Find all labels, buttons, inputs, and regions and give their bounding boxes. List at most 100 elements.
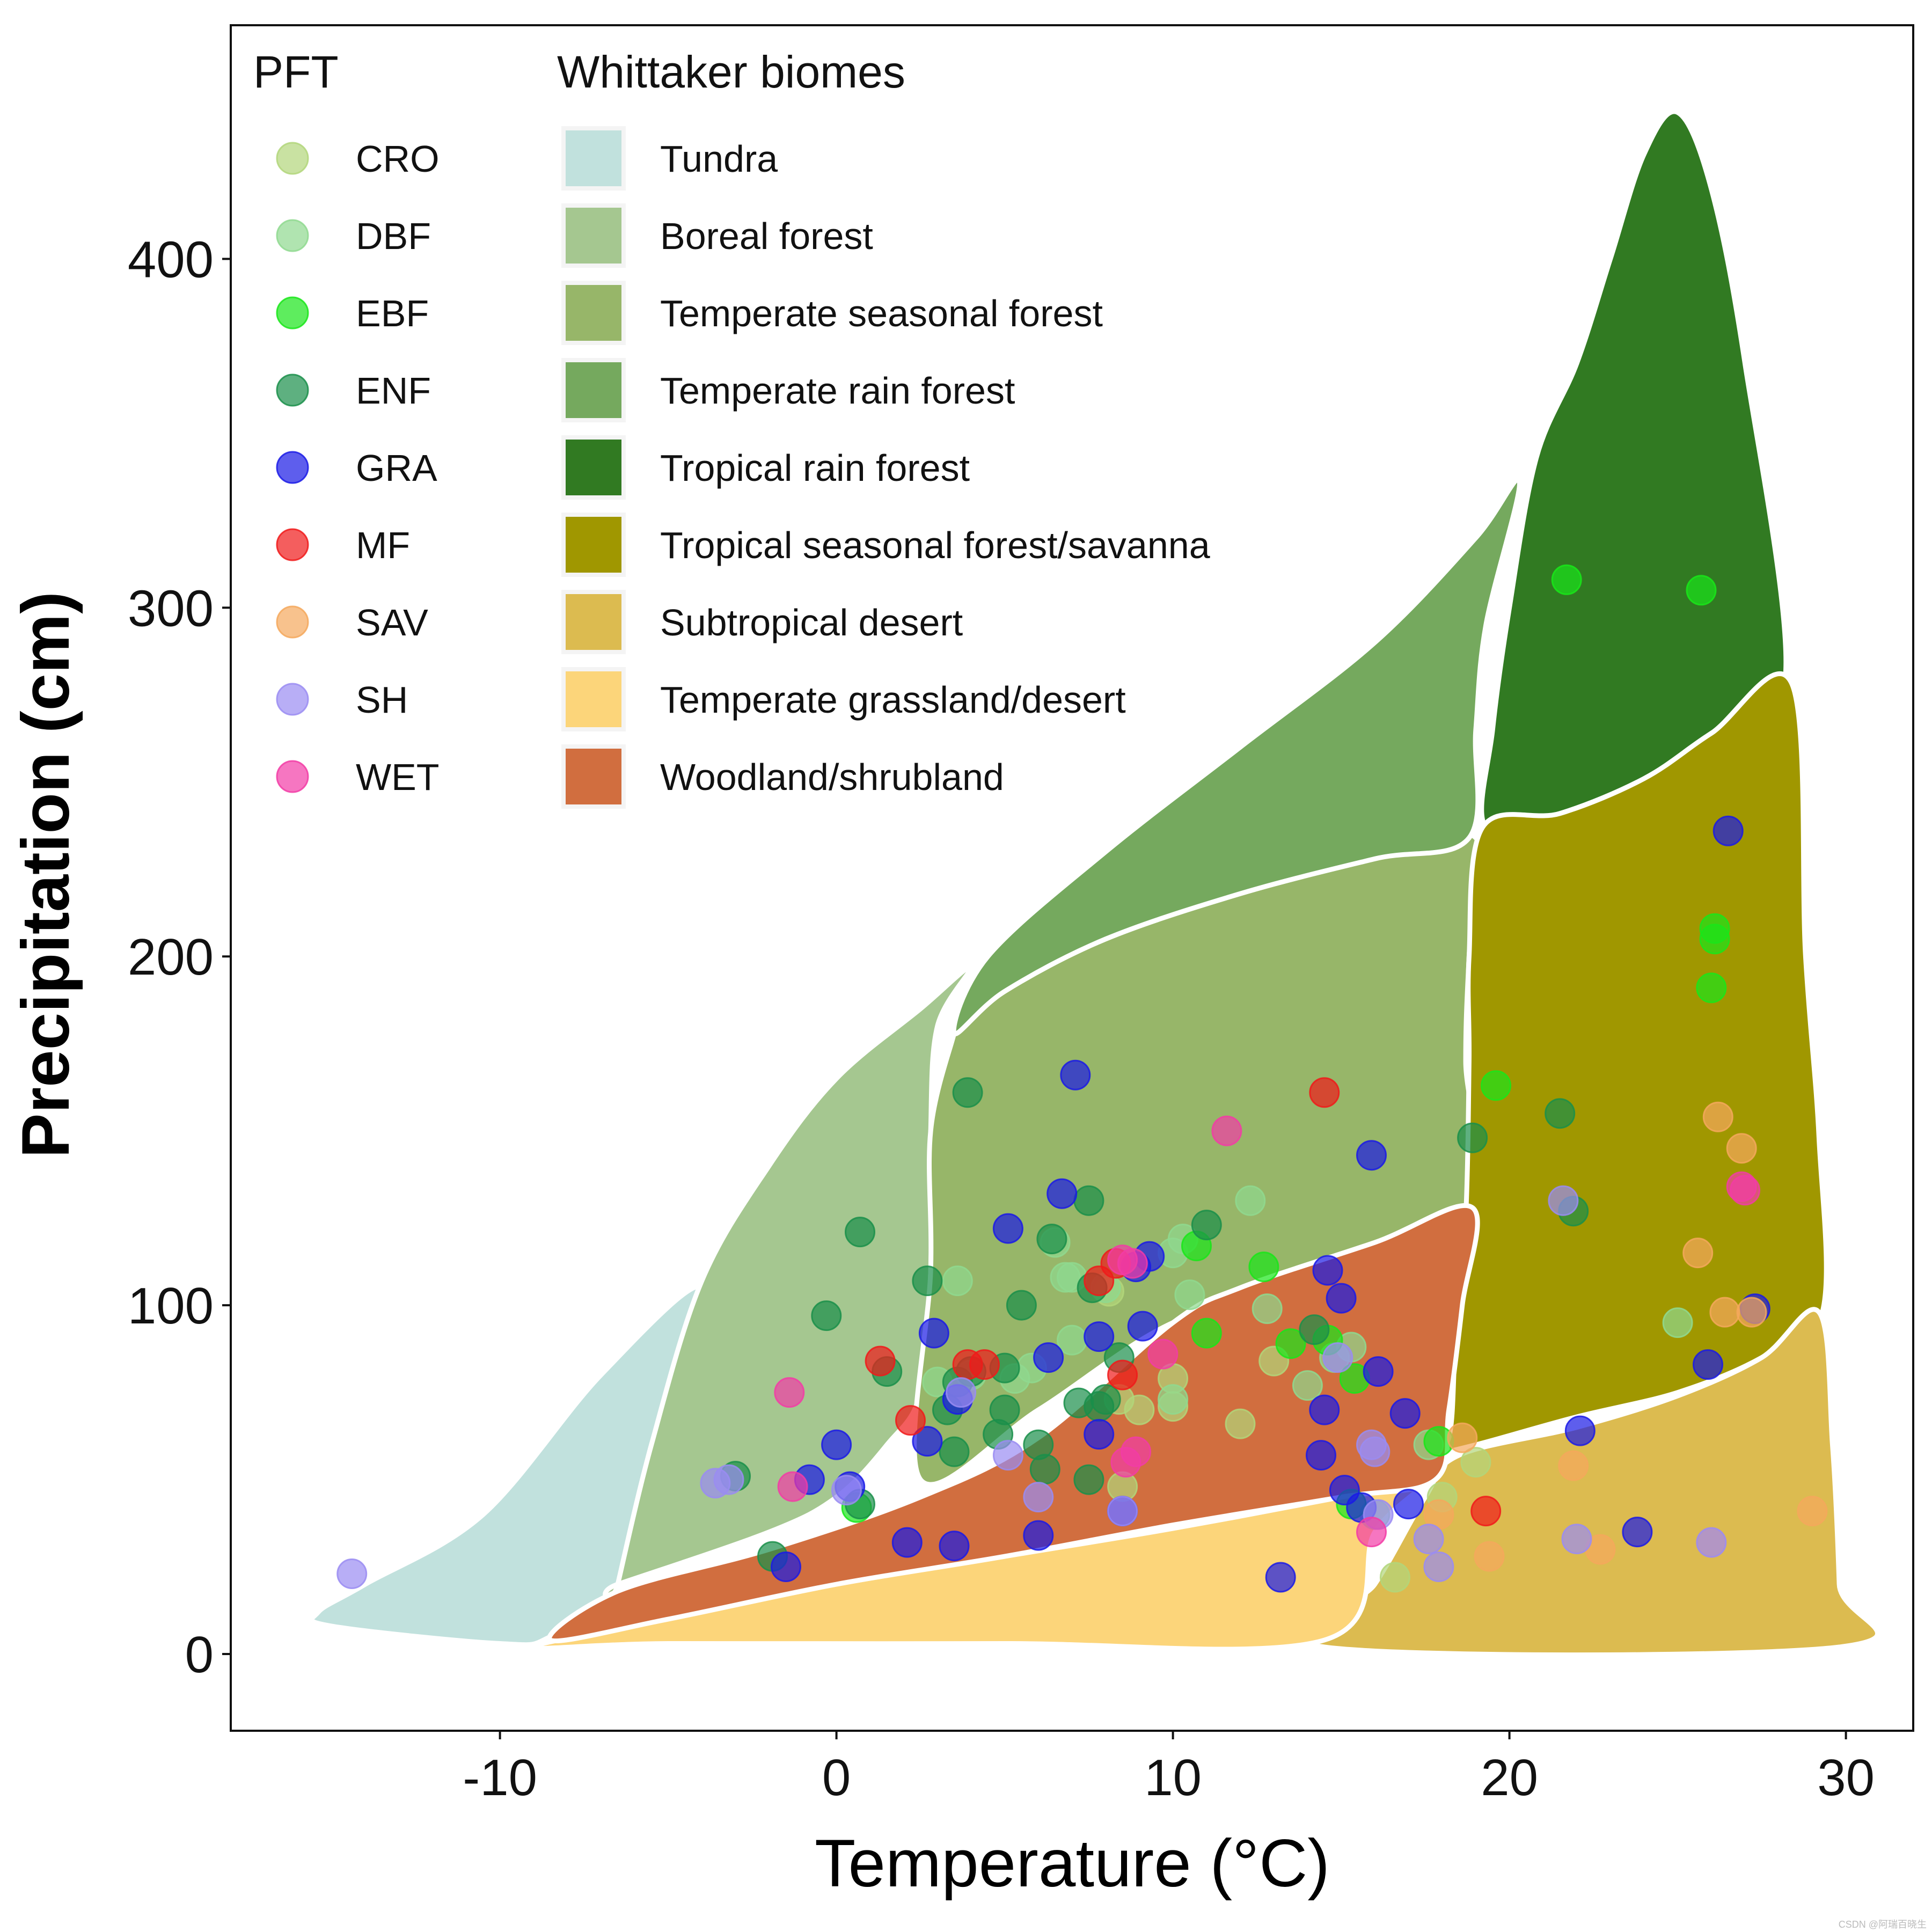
point-enf bbox=[1299, 1314, 1330, 1345]
point-sav bbox=[1558, 1450, 1589, 1481]
biome-legend-key-woodland-shrubland bbox=[561, 744, 626, 809]
point-mf bbox=[895, 1405, 926, 1436]
point-wet bbox=[774, 1377, 805, 1408]
point-enf bbox=[1073, 1464, 1104, 1495]
x-tick-label: 30 bbox=[1817, 1749, 1875, 1806]
point-sh bbox=[1359, 1436, 1391, 1467]
point-sav bbox=[1797, 1496, 1828, 1527]
biome-legend-label-temperate-grassland-desert: Temperate grassland/desert bbox=[660, 679, 1126, 721]
point-enf bbox=[811, 1300, 842, 1331]
point-mf bbox=[1309, 1077, 1340, 1108]
point-wet bbox=[777, 1471, 808, 1502]
pft-legend: PFT CRO DBF EBF ENF GRA MF SAV SH WET bbox=[253, 47, 440, 798]
point-ebf bbox=[1248, 1252, 1279, 1283]
point-enf bbox=[1545, 1098, 1576, 1129]
point-sav bbox=[1682, 1238, 1714, 1269]
pft-legend-label-ebf: EBF bbox=[356, 292, 429, 334]
pft-legend-label-wet: WET bbox=[356, 756, 440, 798]
point-sh bbox=[1413, 1524, 1444, 1555]
point-gra bbox=[1356, 1140, 1387, 1171]
point-gra bbox=[1309, 1394, 1340, 1425]
point-sh bbox=[1696, 1527, 1727, 1558]
point-sav bbox=[1736, 1297, 1767, 1328]
point-sh bbox=[992, 1440, 1023, 1471]
point-ebf bbox=[1481, 1070, 1511, 1101]
biome-legend-label-temperate-seasonal-forest: Temperate seasonal forest bbox=[660, 292, 1103, 334]
point-enf bbox=[1006, 1290, 1037, 1321]
y-tick-label: 100 bbox=[128, 1277, 214, 1335]
point-dbf bbox=[1662, 1307, 1693, 1338]
point-enf bbox=[939, 1436, 970, 1467]
point-sh bbox=[1561, 1524, 1592, 1555]
point-mf bbox=[969, 1349, 1000, 1380]
x-axis-title: Temperature (°C) bbox=[815, 1826, 1330, 1901]
point-gra bbox=[1693, 1349, 1723, 1380]
point-wet bbox=[1147, 1338, 1179, 1370]
point-gra bbox=[821, 1429, 852, 1460]
pft-legend-label-sh: SH bbox=[356, 679, 408, 721]
biome-regions bbox=[309, 109, 1880, 1658]
biome-legend-key-boreal-forest bbox=[561, 203, 626, 268]
biome-legend-label-tropical-seasonal-forest-savanna: Tropical seasonal forest/savanna bbox=[660, 524, 1210, 566]
point-sh bbox=[1548, 1185, 1579, 1216]
point-sav bbox=[1726, 1133, 1757, 1164]
point-enf bbox=[912, 1265, 943, 1297]
pft-legend-key-enf bbox=[276, 374, 309, 407]
point-dbf bbox=[1235, 1185, 1266, 1216]
pft-legend-key-ebf bbox=[276, 296, 309, 330]
biome-legend-key-tundra bbox=[561, 126, 626, 191]
point-cro bbox=[1379, 1562, 1410, 1593]
pft-legend-label-gra: GRA bbox=[356, 447, 437, 489]
pft-legend-key-sh bbox=[276, 683, 309, 716]
point-gra bbox=[771, 1552, 801, 1582]
point-dbf bbox=[1292, 1370, 1323, 1401]
pft-legend-key-dbf bbox=[276, 219, 309, 252]
point-wet bbox=[1356, 1517, 1387, 1548]
pft-legend-label-enf: ENF bbox=[356, 370, 431, 412]
x-tick-label: -10 bbox=[463, 1749, 537, 1806]
point-ebf bbox=[1551, 564, 1582, 595]
point-gra bbox=[1363, 1356, 1394, 1387]
point-sh bbox=[831, 1475, 862, 1506]
biome-legend-key-temperate-rain-forest bbox=[561, 358, 626, 422]
biome-region-temperate-rain-forest bbox=[951, 477, 1522, 1036]
biome-legend-label-tropical-rain-forest: Tropical rain forest bbox=[660, 447, 970, 489]
biome-legend-label-woodland-shrubland: Woodland/shrubland bbox=[660, 756, 1004, 798]
y-axis-title: Precipitation (cm) bbox=[9, 591, 83, 1158]
biome-legend-label-subtropical-desert: Subtropical desert bbox=[660, 602, 963, 643]
point-sh bbox=[336, 1558, 368, 1589]
point-gra bbox=[1084, 1419, 1115, 1450]
point-wet bbox=[1730, 1175, 1760, 1206]
point-cro bbox=[1225, 1408, 1256, 1439]
data-points bbox=[336, 564, 1828, 1593]
point-gra bbox=[1060, 1059, 1091, 1091]
watermark: CSDN @阿瑞百晓生 bbox=[1839, 1919, 1927, 1930]
point-ebf bbox=[1191, 1318, 1222, 1349]
y-tick-label: 0 bbox=[185, 1626, 214, 1684]
point-gra bbox=[1326, 1283, 1357, 1314]
biome-region-boreal-forest bbox=[603, 964, 974, 1599]
point-ebf bbox=[1686, 575, 1717, 606]
pft-legend-key-mf bbox=[276, 528, 309, 561]
point-gra bbox=[1265, 1562, 1296, 1593]
point-mf bbox=[865, 1345, 896, 1377]
plot-panel-border bbox=[230, 24, 1914, 1732]
y-tick-label: 200 bbox=[128, 928, 214, 986]
point-ebf bbox=[1699, 924, 1730, 955]
pft-legend-label-mf: MF bbox=[356, 524, 410, 566]
point-gra bbox=[1389, 1398, 1421, 1429]
point-gra bbox=[1046, 1178, 1078, 1209]
pft-legend-key-cro bbox=[276, 142, 309, 175]
point-gra bbox=[992, 1213, 1023, 1244]
biome-region-tropical-rain-forest bbox=[1479, 109, 1789, 835]
point-enf bbox=[1191, 1210, 1222, 1241]
biome-legend-label-tundra: Tundra bbox=[660, 138, 778, 180]
point-enf bbox=[1457, 1122, 1488, 1153]
point-sav bbox=[1474, 1541, 1505, 1572]
point-enf bbox=[1036, 1224, 1067, 1255]
pft-legend-key-gra bbox=[276, 451, 309, 484]
biome-legend-label-boreal-forest: Boreal forest bbox=[660, 215, 873, 257]
pft-legend-label-dbf: DBF bbox=[356, 215, 431, 257]
point-dbf bbox=[942, 1265, 973, 1297]
point-gra bbox=[939, 1531, 970, 1562]
